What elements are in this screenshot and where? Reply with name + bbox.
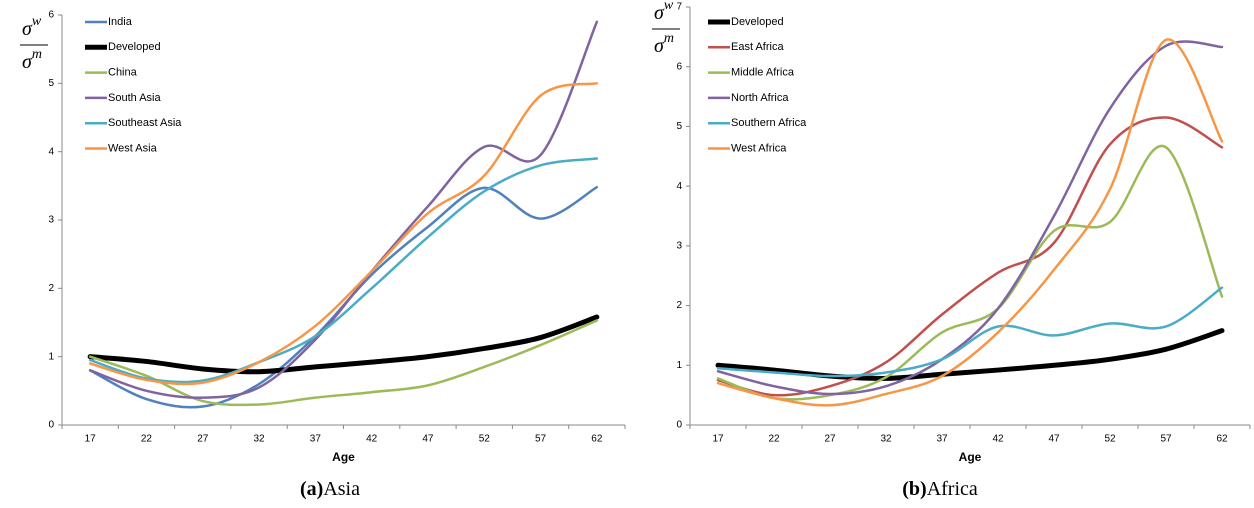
caption: (a)Asia [300,478,360,500]
y-axis-title-numerator: σw [654,0,674,24]
series-line [88,82,599,386]
y-tick-label: 2 [48,283,54,294]
x-tick-label: 42 [366,434,378,445]
x-tick-label: 27 [824,434,836,445]
y-tick-label: 3 [676,240,682,251]
symbol: σ [22,51,33,73]
x-tick-label: 52 [479,434,491,445]
y-tick-label: 6 [48,10,54,21]
series-line [88,157,599,384]
series-line [715,328,1225,381]
x-axis-title: Age [332,450,355,464]
x-tick-label: 17 [85,434,97,445]
chart-panel: 0 1 2 3 4 5 6 17 22 27 32 37 42 47 52 57 62 Age India Devel… [20,10,626,500]
caption-label: (a) [300,478,323,500]
y-tick-label: 6 [676,61,682,72]
legend-label: Southeast Asia [108,117,182,129]
caption-text: Asia [323,478,360,500]
caption: (b)Africa [902,478,978,500]
x-tick-label: 52 [1104,434,1116,445]
x-axis-title: Age [959,450,982,464]
chart-panel: 0 1 2 3 4 5 6 7 17 22 27 32 37 42 47 52 57 62 Age Developed… [652,0,1251,500]
x-tick-label: 57 [1160,434,1172,445]
y-axis-title-denominator: σm [22,47,42,72]
x-tick-label: 17 [712,434,724,445]
legend-label: North Africa [731,92,789,104]
y-tick-label: 0 [676,420,682,431]
legend-label: Developed [108,41,161,53]
legend-label: West Asia [108,142,158,154]
series-line [716,144,1224,401]
x-tick-label: 62 [1216,434,1228,445]
legend-label: West Africa [731,142,787,154]
x-tick-label: 22 [141,434,153,445]
x-tick-label: 22 [768,434,780,445]
y-tick-label: 2 [676,300,682,311]
y-tick-label: 3 [48,215,54,226]
legend-label: East Africa [731,41,784,53]
series-line [88,185,599,409]
legend-label: India [108,16,133,28]
x-tick-label: 37 [936,434,948,445]
y-tick-label: 4 [676,181,682,192]
series-line [716,38,1224,407]
y-tick-label: 0 [48,420,54,431]
superscript: w [32,14,42,29]
legend-label: South Asia [108,92,161,104]
series-line [87,314,600,375]
symbol: σ [654,2,665,24]
series-line [716,40,1224,396]
x-tick-label: 57 [535,434,547,445]
x-tick-label: 27 [197,434,209,445]
legend-label: Middle Africa [731,67,795,79]
x-tick-label: 32 [880,434,892,445]
y-tick-label: 5 [48,78,54,89]
symbol: σ [22,18,33,40]
y-axis-title-denominator: σm [654,31,674,56]
legend-label: Developed [731,16,784,28]
superscript: m [32,47,42,62]
series-line [716,286,1224,378]
series-line [88,319,599,407]
x-tick-label: 62 [591,434,603,445]
symbol: σ [654,35,665,57]
x-tick-label: 47 [1048,434,1060,445]
y-tick-label: 1 [48,351,54,362]
x-tick-label: 32 [253,434,265,445]
x-tick-label: 42 [992,434,1004,445]
superscript: w [664,0,674,13]
series-line [716,116,1224,397]
y-axis-title-numerator: σw [22,14,42,39]
x-tick-label: 37 [310,434,322,445]
y-tick-label: 5 [676,121,682,132]
caption-text: Africa [927,478,978,500]
legend-label: China [108,67,138,79]
y-tick-label: 1 [676,360,682,371]
y-tick-label: 7 [676,2,682,13]
superscript: m [664,31,674,46]
y-tick-label: 4 [48,146,54,157]
x-tick-label: 47 [422,434,434,445]
legend-label: Southern Africa [731,117,807,129]
caption-label: (b) [902,478,926,500]
